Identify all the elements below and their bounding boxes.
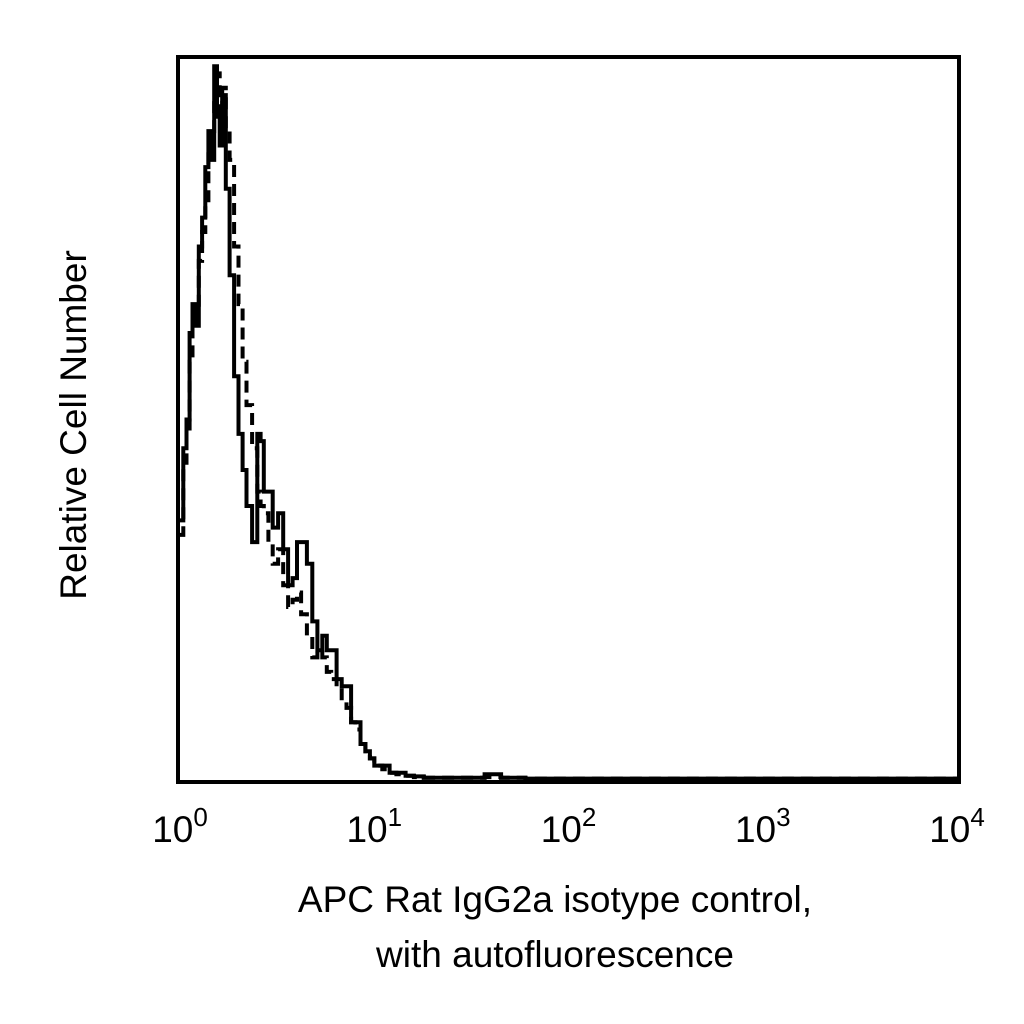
x-tick-label: 100 (152, 802, 208, 850)
x-tick-labels: 100 101 102 103 104 (152, 802, 985, 850)
y-axis-label: Relative Cell Number (53, 250, 94, 600)
plot-frame (176, 55, 961, 784)
series-2-dashed-line (180, 71, 957, 781)
series-1-solid-line (180, 64, 957, 781)
plot-area (176, 55, 961, 784)
x-tick-label: 101 (346, 802, 402, 850)
series-layer (180, 64, 957, 781)
x-tick-label: 103 (735, 802, 791, 850)
x-tick-label: 104 (929, 802, 985, 850)
x-tick-label: 102 (541, 802, 597, 850)
x-axis-label-line-1: APC Rat IgG2a isotype control, (298, 879, 812, 920)
x-axis-label-line-2: with autofluorescence (375, 934, 734, 975)
